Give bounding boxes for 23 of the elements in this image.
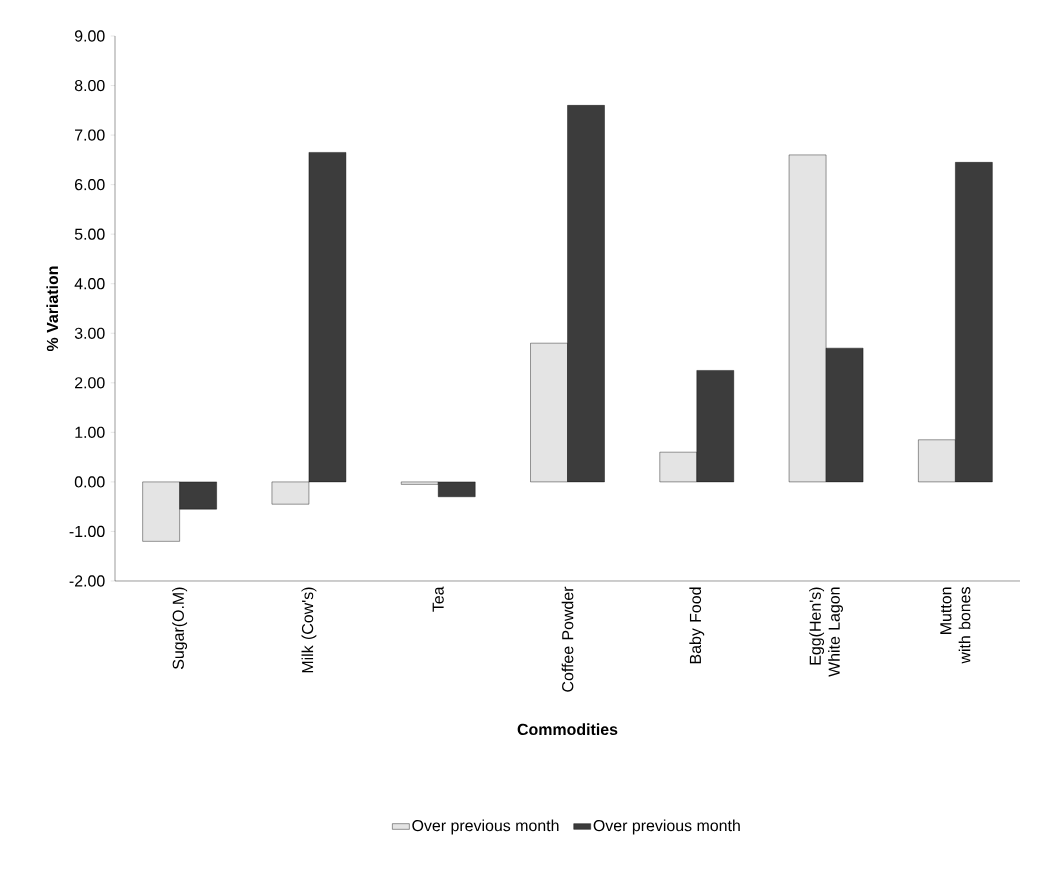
legend-label: Over previous month: [593, 819, 740, 835]
y-tick-label: 3.00: [74, 327, 105, 339]
x-tick-label: Mutton with bones: [940, 587, 971, 664]
legend-label: Over previous month: [412, 819, 559, 835]
y-tick-label: 5.00: [74, 228, 105, 240]
y-tick-label: -2.00: [69, 575, 105, 587]
y-tick-label: 1.00: [75, 426, 105, 438]
y-tick-label: 0.00: [74, 476, 105, 488]
x-tick-label: Milk (Cow's): [301, 587, 317, 673]
y-tick-label: 6.00: [75, 178, 105, 191]
y-tick-label: 7.00: [75, 129, 105, 141]
x-tick-label: Sugar(O.M): [172, 587, 188, 670]
x-axis-title: Commodities: [517, 723, 618, 736]
x-tick-label: Baby Food: [689, 587, 705, 664]
y-tick-label: 8.00: [74, 79, 105, 92]
x-tick-label: Tea: [432, 586, 444, 612]
x-tick-label: Egg(Hen's) White Lagon: [809, 587, 843, 677]
y-tick-label: 9.00: [74, 30, 105, 42]
y-tick-label: -1.00: [69, 525, 105, 538]
y-axis-title: % Variation: [46, 266, 59, 352]
y-tick-label: 4.00: [74, 278, 105, 290]
x-tick-label: Coffee Powder: [561, 586, 574, 692]
y-tick-label: 2.00: [75, 377, 105, 389]
